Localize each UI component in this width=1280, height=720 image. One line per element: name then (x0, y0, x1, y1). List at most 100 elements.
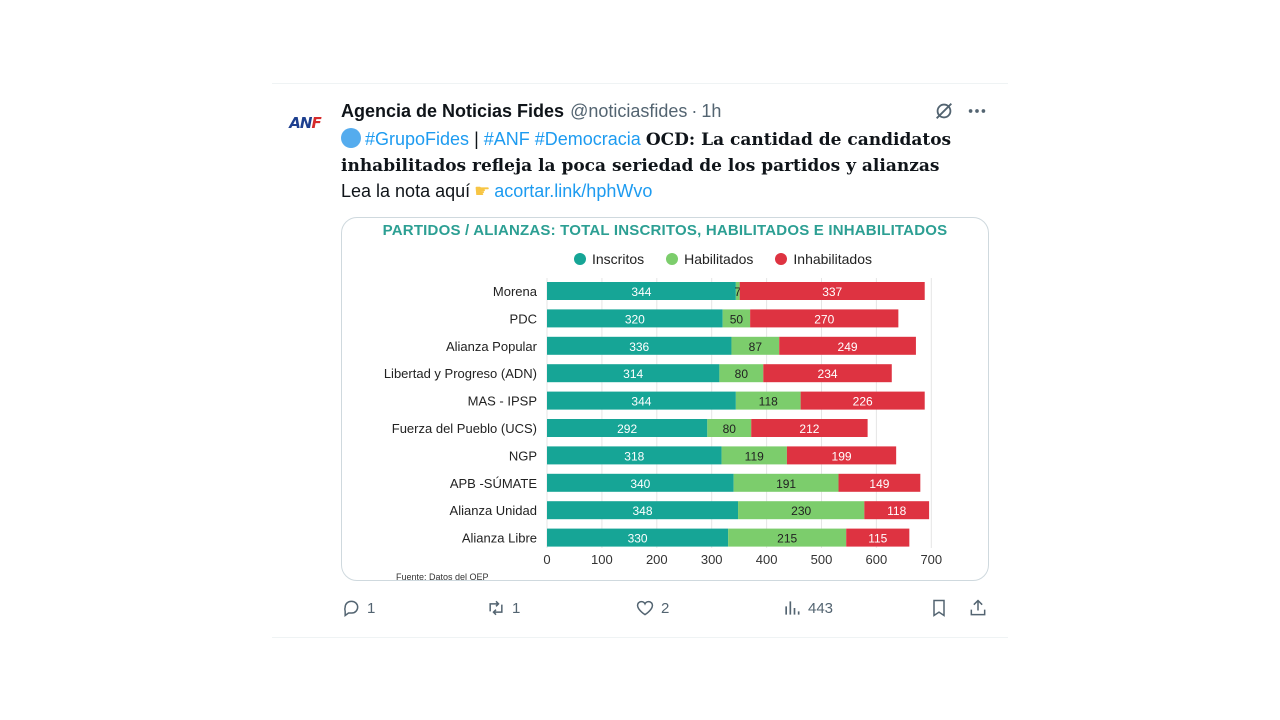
category-label: Morena (493, 284, 538, 299)
category-label: Fuerza del Pueblo (UCS) (392, 421, 537, 436)
hashtag-grupofides[interactable]: #GrupoFides (365, 129, 470, 149)
bar-inhabilitados (800, 391, 925, 410)
chart-title: PARTIDOS / ALIANZAS: TOTAL INSCRITOS, HA… (382, 222, 948, 239)
share-icon (970, 599, 986, 616)
bar-inscritos (547, 309, 723, 328)
bar-inscritos (547, 336, 732, 355)
data-label: 314 (623, 367, 643, 381)
bar-inscritos (547, 364, 720, 383)
tweet-header: Agencia de Noticias Fides @noticiasfides… (341, 100, 721, 122)
stacked-bar-chart: 0 100 200 300 400 500 600 700 Morena 344 7 337 PDC 32… (384, 278, 942, 567)
data-label: 119 (745, 449, 764, 463)
category-label: PDC (510, 311, 537, 326)
data-label: 215 (777, 532, 797, 546)
x-tick-label: 500 (811, 552, 833, 567)
tweet-time[interactable]: 1h (701, 100, 722, 121)
bar-inhabilitados (763, 364, 892, 383)
bar-inhabilitados (864, 501, 930, 520)
data-label: 320 (625, 312, 645, 326)
data-label: 50 (730, 312, 744, 326)
category-label: APB -SÚMATE (450, 476, 537, 491)
legend-item-inscritos: Inscritos (574, 251, 644, 267)
retweet-icon (489, 600, 503, 616)
read-more-text: Lea la nota aquí (341, 181, 471, 201)
tweet-actions: 1 1 2 443 (341, 598, 991, 624)
like-count: 2 (661, 599, 670, 617)
chart-legend: Inscritos Habilitados Inhabilitados (574, 251, 872, 267)
data-label: 226 (853, 395, 873, 409)
data-label: 199 (832, 449, 852, 463)
pointing-hand-emoji-icon: ☛ (474, 181, 491, 201)
legend-item-habilitados: Habilitados (666, 251, 753, 267)
data-label: 87 (749, 340, 763, 354)
display-name[interactable]: Agencia de Noticias Fides (341, 100, 565, 121)
headline-text: OCD: La cantidad de candidatos inhabilit… (341, 130, 952, 176)
category-label: Libertad y Progreso (ADN) (384, 366, 537, 381)
bar-inscritos (547, 419, 708, 437)
views-icon (785, 601, 800, 615)
data-label: 270 (814, 312, 834, 326)
data-label: 212 (799, 422, 819, 436)
bar-habilitados (735, 391, 801, 410)
x-tick-label: 300 (701, 552, 723, 567)
tweet-card[interactable] (272, 83, 1008, 638)
x-tick-label: 100 (591, 552, 613, 567)
category-label: Alianza Libre (462, 531, 537, 546)
bar-habilitados (733, 473, 839, 492)
data-label: 7 (734, 285, 741, 299)
reply-icon (344, 600, 359, 617)
data-label: 330 (628, 532, 648, 546)
blue-circle-emoji-icon (341, 128, 361, 148)
article-link[interactable]: acortar.link/hphWvo (494, 181, 653, 201)
data-label: 115 (868, 532, 887, 546)
category-label: Alianza Popular (446, 339, 538, 354)
legend-label: Habilitados (684, 251, 754, 267)
hashtag-democracia[interactable]: #Democracia (534, 129, 641, 149)
bar-inscritos (547, 473, 734, 492)
data-label: 234 (818, 367, 838, 381)
bar-inhabilitados (751, 419, 868, 437)
bar-inhabilitados (750, 309, 899, 328)
data-label: 344 (631, 285, 651, 299)
bar-inhabilitados (779, 336, 916, 355)
data-label: 118 (759, 395, 778, 409)
pipe-separator: | (469, 129, 484, 149)
chart-image[interactable]: PARTIDOS / ALIANZAS: TOTAL INSCRITOS, HA… (341, 217, 989, 581)
bar-habilitados (735, 282, 740, 300)
hashtag-anf[interactable]: #ANF (483, 129, 530, 149)
data-label: 80 (735, 367, 749, 381)
data-label: 149 (869, 477, 889, 491)
user-handle[interactable]: @noticiasfides (570, 100, 688, 121)
bar-habilitados (721, 446, 787, 465)
data-label: 348 (633, 504, 653, 518)
data-label: 318 (624, 449, 644, 463)
bar-habilitados (707, 419, 752, 437)
data-label: 191 (776, 477, 796, 491)
views-button[interactable]: 443 (782, 598, 833, 618)
bar-habilitados (738, 501, 865, 520)
grok-icon[interactable] (933, 100, 955, 122)
bar-inhabilitados (846, 528, 910, 547)
bar-inscritos (547, 446, 722, 465)
data-label: 344 (631, 395, 651, 409)
bar-inscritos (547, 501, 739, 520)
category-label: MAS - IPSP (468, 394, 537, 409)
bookmark-button[interactable] (929, 598, 949, 618)
data-label: 230 (791, 504, 811, 518)
x-tick-label: 600 (866, 552, 888, 567)
category-label: Alianza Unidad (450, 503, 537, 518)
x-tick-label: 400 (756, 552, 778, 567)
bookmark-icon (933, 599, 945, 617)
reply-button[interactable]: 1 (341, 598, 375, 618)
heart-icon (636, 600, 654, 616)
avatar[interactable]: ANF (285, 103, 325, 143)
bar-inhabilitados (786, 446, 897, 465)
data-label: 337 (822, 285, 842, 299)
more-icon[interactable] (966, 100, 988, 122)
share-button[interactable] (968, 598, 988, 618)
chart-source: Fuente: Datos del OEP (396, 572, 489, 581)
separator-dot: · (691, 100, 698, 121)
retweet-button[interactable]: 1 (486, 598, 520, 618)
bar-inhabilitados (838, 473, 921, 492)
like-button[interactable]: 2 (635, 598, 669, 618)
